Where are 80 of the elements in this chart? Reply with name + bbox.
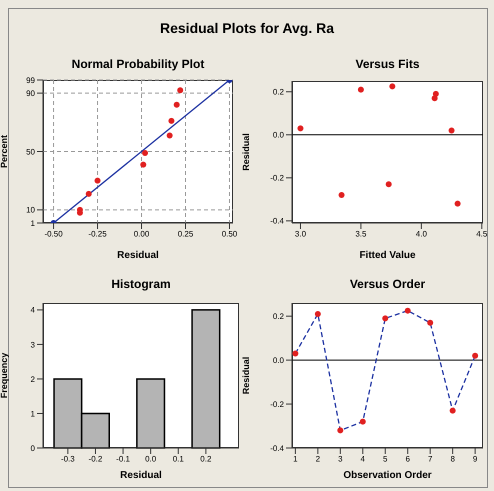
x-tick-label: 8 [450,454,456,464]
point [448,127,455,134]
point [177,87,184,94]
x-tick-label: -0.25 [88,230,108,239]
y-tick-label: 0.0 [272,356,285,365]
y-tick-label: 3 [30,340,36,350]
x-tick-label: 4.5 [476,230,488,239]
chart-title: Versus Order [348,277,426,291]
x-tick-label: 6 [405,454,410,464]
y-tick-label: -0.2 [270,174,285,183]
y-axis-title: Residual [241,133,252,171]
point [404,308,411,314]
y-axis-title: Residual [241,356,252,394]
point [450,408,456,414]
x-tick-label: 3 [338,454,344,464]
point [454,200,461,207]
x-tick-label: -0.1 [116,454,130,464]
point [382,315,388,322]
point [168,118,174,124]
y-axis-title: Frequency [0,352,10,398]
point [360,418,366,425]
y-tick-label: 50 [26,147,36,156]
x-tick-label: 0.25 [178,230,194,239]
y-tick-label: 4 [30,306,36,315]
point [174,102,180,108]
x-tick-label: 0.50 [222,230,238,239]
y-tick-label: 1 [30,218,36,228]
x-tick-label: 4 [360,454,366,464]
point [389,83,396,90]
x-axis-title: Observation Order [343,470,432,481]
y-tick-label: 10 [26,206,36,215]
y-tick-label: 0.2 [272,312,285,322]
x-tick-label: -0.2 [88,454,103,464]
point [140,162,146,168]
point [338,192,345,198]
x-tick-label: 0.2 [200,454,212,464]
point [314,310,321,317]
point [358,86,364,93]
point [432,95,438,102]
text: Residual Plots for Avg. Ra [159,20,336,36]
chart-title: Histogram [110,277,172,291]
point [297,125,304,132]
x-axis-title: Residual [117,250,160,261]
y-tick-label: -0.4 [270,216,285,226]
x-tick-label: 0.1 [172,454,184,464]
x-tick-label: 4.0 [416,230,428,239]
chart-title: Normal Probability Plot [70,57,206,71]
point [86,190,92,197]
x-tick-label: 9 [472,454,478,464]
x-axis-title: Fitted Value [359,250,416,261]
point [142,150,148,156]
point [427,320,434,326]
y-tick-label: -0.2 [270,400,285,409]
point [292,350,298,357]
y-tick-label: 2 [30,374,36,384]
point [472,352,478,359]
x-tick-label: -0.3 [60,454,76,464]
x-tick-label: 1 [293,454,298,464]
x-tick-label: 3.0 [294,230,307,239]
x-axis-title: Residual [120,470,162,481]
y-axis-title: Percent [0,134,10,168]
x-tick-label: 0.00 [134,230,150,239]
y-tick-label: 0 [30,444,36,453]
point [94,178,101,184]
x-tick-label: 2 [316,454,321,464]
y-tick-label: -0.4 [270,444,285,453]
x-tick-label: 0.0 [145,454,157,464]
x-tick-label: 7 [428,454,433,464]
chart-title: Versus Fits [354,57,421,71]
x-tick-label: 5 [383,454,388,464]
point [166,132,173,138]
point [386,181,392,188]
y-tick-label: 1 [30,409,36,418]
y-tick-label: 99 [26,76,36,85]
x-tick-label: -0.50 [44,230,64,239]
x-tick-label: 3.5 [355,230,368,239]
y-tick-label: 0.0 [272,130,285,140]
y-tick-label: 90 [26,88,36,98]
y-tick-label: 0.2 [272,88,285,97]
point [337,427,344,434]
